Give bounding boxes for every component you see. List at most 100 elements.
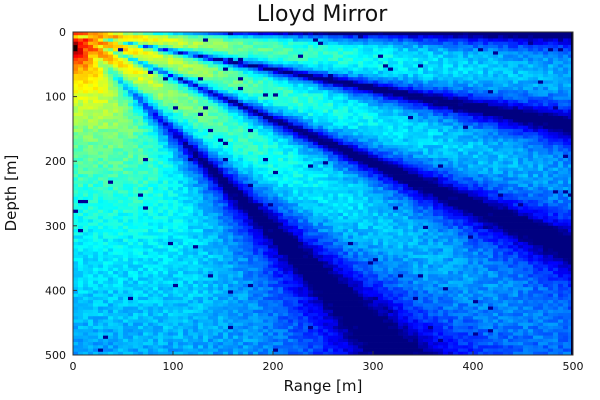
heatmap-cell [348,106,354,110]
heatmap-cell [388,106,394,110]
heatmap-cell [278,32,284,36]
heatmap-cell [273,86,279,91]
heatmap-cell [473,151,479,156]
heatmap-cell [283,157,289,162]
heatmap-cell [328,183,334,188]
heatmap-cell [463,161,469,165]
heatmap-cell [98,99,104,104]
heatmap-cell [113,35,119,39]
heatmap-cell [83,57,89,62]
heatmap-cell [338,148,344,152]
heatmap-cell [503,90,509,94]
heatmap-cell [443,86,449,91]
heatmap-cell [448,112,454,117]
heatmap-cell [398,61,404,65]
heatmap-cell [493,122,499,127]
heatmap-cell [468,174,474,178]
heatmap-cell [558,174,564,178]
heatmap-cell [288,41,294,46]
heatmap-cell [113,161,119,165]
heatmap-cell [198,51,204,55]
heatmap-cell [293,106,299,110]
heatmap-cell [568,167,574,172]
heatmap-cell [118,122,124,127]
heatmap-cell [283,132,289,136]
heatmap-cell [448,177,454,181]
heatmap-cell [473,170,479,175]
heatmap-cell [513,70,519,75]
heatmap-cell [393,35,399,39]
heatmap-cell [328,167,334,172]
heatmap-cell [378,41,384,46]
heatmap-cell [123,154,129,159]
heatmap-cell [378,141,384,146]
heatmap-cell [288,57,294,62]
heatmap-cell [183,99,189,104]
heatmap-cell [273,67,279,72]
heatmap-cell [393,132,399,136]
heatmap-cell [413,67,419,72]
heatmap-cell [248,180,254,185]
heatmap-cell [543,177,549,181]
heatmap-cell [88,157,94,162]
heatmap-cell [503,154,509,159]
heatmap-cell [293,135,299,139]
heatmap-cell [243,70,249,75]
heatmap-cell [483,151,489,156]
heatmap-cell [438,86,444,91]
heatmap-cell [288,135,294,139]
heatmap-cell [383,77,389,81]
heatmap-cell [178,122,184,127]
heatmap-cell [143,80,149,85]
heatmap-cell [508,164,514,169]
heatmap-cell [388,174,394,178]
heatmap-cell [238,145,244,149]
heatmap-cell [293,154,299,159]
heatmap-cell [153,80,159,85]
heatmap-cell [123,103,129,107]
heatmap-cell [173,141,179,146]
heatmap-cell [558,119,564,123]
heatmap-cell [148,106,154,110]
heatmap-cell [453,44,459,49]
heatmap-cell [438,154,444,159]
heatmap-cell [328,187,334,191]
heatmap-cell [538,35,544,39]
heatmap-cell [418,190,424,194]
heatmap-cell [488,86,494,91]
heatmap-cell [173,177,179,181]
heatmap-cell [148,141,154,146]
heatmap-cell [323,54,329,59]
heatmap-cell [318,93,324,97]
heatmap-cell [383,44,389,49]
heatmap-cell [533,125,539,130]
heatmap-cell [488,64,494,68]
heatmap-cell [203,70,209,75]
heatmap-cell [398,177,404,181]
heatmap-cell [543,161,549,165]
heatmap-cell [408,174,414,178]
heatmap-cell [213,96,219,101]
heatmap-cell [263,174,269,178]
heatmap-cell [398,119,404,123]
heatmap-cell [428,161,434,165]
heatmap-cell [223,77,229,81]
heatmap-cell [283,99,289,104]
heatmap-cell [98,109,104,114]
heatmap-cell [403,187,409,191]
heatmap-cell [338,161,344,165]
heatmap-cell [538,54,544,59]
heatmap-cell [243,141,249,146]
heatmap-cell [338,48,344,52]
heatmap-cell [123,148,129,152]
heatmap-cell [518,93,524,97]
heatmap-cell [383,148,389,152]
heatmap-cell [488,187,494,191]
heatmap-cell [283,170,289,175]
heatmap-cell [103,135,109,139]
heatmap-cell [558,90,564,94]
heatmap-cell [463,103,469,107]
heatmap-cell [483,148,489,152]
heatmap-cell [438,38,444,43]
heatmap-cell [558,177,564,181]
